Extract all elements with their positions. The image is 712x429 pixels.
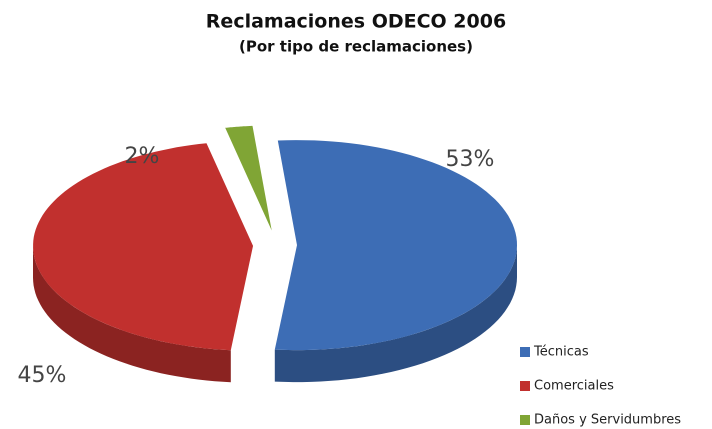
data-label: 2% [125,144,160,169]
chart-subtitle: (Por tipo de reclamaciones) [239,38,473,56]
legend-label: Técnicas [533,345,589,360]
slice [33,143,254,351]
slice [225,125,272,231]
legend-label: Daños y Servidumbres [534,413,681,428]
legend-swatch [520,381,530,391]
legend-swatch [520,347,530,357]
data-label: 45% [18,363,67,388]
slice-side [33,245,231,383]
chart-title: Reclamaciones ODECO 2006 [206,11,506,33]
slice-side [274,245,517,383]
legend-label: Comerciales [534,379,614,394]
slice [274,140,517,351]
legend-swatch [520,415,530,425]
data-label: 53% [446,147,495,172]
